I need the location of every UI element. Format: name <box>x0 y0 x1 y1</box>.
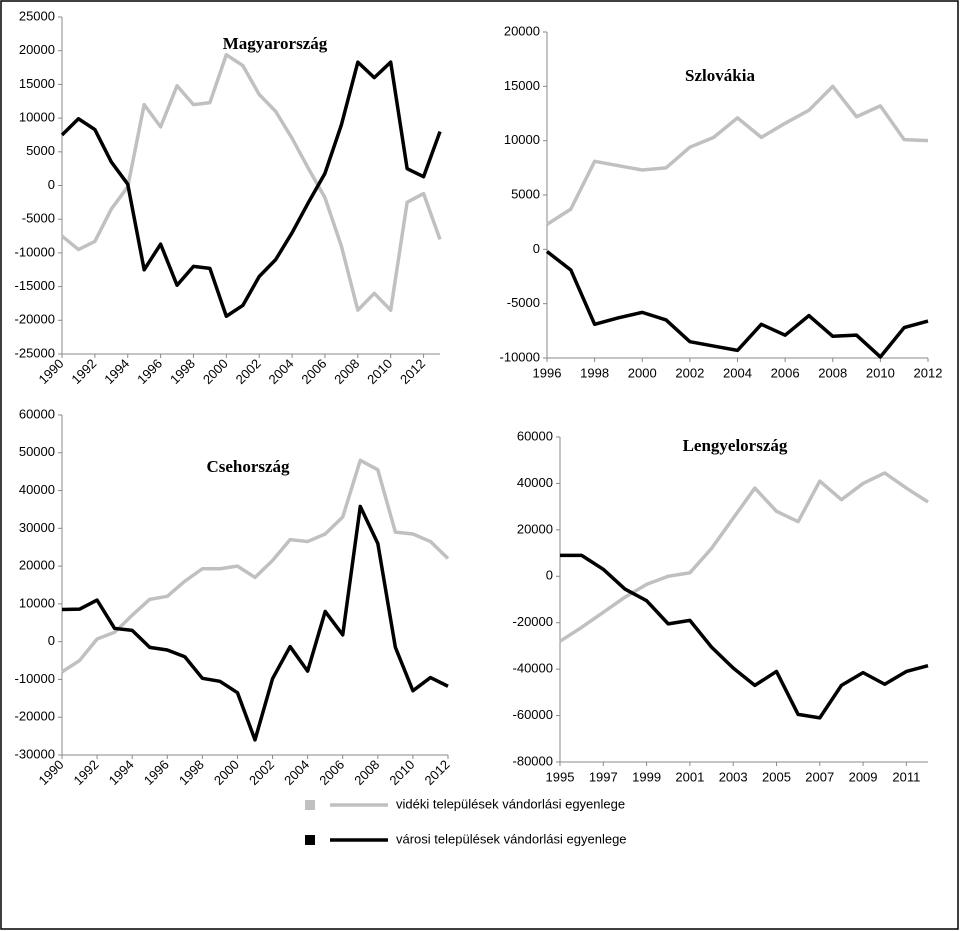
y-tick-label: -40000 <box>513 661 553 676</box>
y-tick-label: -15000 <box>15 278 55 293</box>
legend-marker <box>305 800 315 810</box>
y-tick-label: 20000 <box>517 521 553 536</box>
y-tick-label: 40000 <box>517 475 553 490</box>
y-tick-label: 0 <box>48 177 55 192</box>
x-tick-label: 2007 <box>805 769 834 784</box>
y-tick-label: 15000 <box>19 76 55 91</box>
y-tick-label: -20000 <box>15 709 55 724</box>
series-line <box>60 52 442 312</box>
y-tick-label: 5000 <box>511 186 540 201</box>
series-line <box>61 458 450 674</box>
x-tick-label: 2009 <box>849 769 878 784</box>
y-tick-label: 0 <box>533 241 540 256</box>
x-tick-label: 1997 <box>589 769 618 784</box>
series-line <box>545 250 929 359</box>
y-tick-label: 10000 <box>504 132 540 147</box>
y-tick-label: -80000 <box>513 753 553 768</box>
chart-title: Szlovákia <box>685 66 755 85</box>
x-tick-label: 2001 <box>675 769 704 784</box>
legend-label: városi települések vándorlási egyenlege <box>396 831 627 846</box>
x-tick-label: 2005 <box>762 769 791 784</box>
chart-title: Lengyelország <box>683 436 788 455</box>
y-tick-label: -25000 <box>15 345 55 360</box>
x-tick-label: 1998 <box>580 365 609 380</box>
x-tick-label: 2010 <box>866 365 895 380</box>
series-line <box>60 60 442 319</box>
legend-label: vidéki települések vándorlási egyenlege <box>396 796 625 811</box>
y-tick-label: 20000 <box>19 558 55 573</box>
chart-title: Csehország <box>206 457 290 476</box>
y-tick-label: 25000 <box>19 8 55 23</box>
x-tick-label: 2000 <box>628 365 657 380</box>
x-tick-label: 2012 <box>914 365 943 380</box>
y-tick-label: 20000 <box>504 23 540 38</box>
series-line <box>560 553 929 720</box>
y-tick-label: 0 <box>546 568 553 583</box>
x-tick-label: 2004 <box>723 365 752 380</box>
y-tick-label: 5000 <box>26 143 55 158</box>
y-tick-label: 0 <box>48 633 55 648</box>
series-line <box>559 471 929 643</box>
y-tick-label: -10000 <box>15 671 55 686</box>
y-tick-label: 50000 <box>19 444 55 459</box>
y-tick-label: 15000 <box>504 78 540 93</box>
y-tick-label: 10000 <box>19 110 55 125</box>
x-tick-label: 2008 <box>818 365 847 380</box>
series-line <box>546 84 929 226</box>
x-tick-label: 1996 <box>533 365 562 380</box>
y-tick-label: 40000 <box>19 482 55 497</box>
x-tick-label: 2002 <box>675 365 704 380</box>
x-tick-label: 2006 <box>771 365 800 380</box>
chart-title: Magyarország <box>223 34 328 53</box>
y-tick-label: 10000 <box>19 595 55 610</box>
y-tick-label: -30000 <box>15 746 55 761</box>
y-tick-label: -20000 <box>15 312 55 327</box>
x-tick-label: 2003 <box>719 769 748 784</box>
y-tick-label: 60000 <box>517 428 553 443</box>
y-tick-label: 30000 <box>19 520 55 535</box>
y-tick-label: -5000 <box>22 211 55 226</box>
y-tick-label: -20000 <box>513 614 553 629</box>
y-tick-label: 60000 <box>19 406 55 421</box>
y-tick-label: -10000 <box>15 244 55 259</box>
x-tick-label: 2011 <box>892 769 920 784</box>
y-tick-label: -60000 <box>513 707 553 722</box>
x-tick-label: 1995 <box>546 769 575 784</box>
y-tick-label: 20000 <box>19 42 55 57</box>
y-tick-label: -5000 <box>507 295 540 310</box>
y-tick-label: -10000 <box>500 349 540 364</box>
x-tick-label: 1999 <box>632 769 661 784</box>
legend-marker <box>305 835 315 845</box>
series-line <box>61 504 449 742</box>
